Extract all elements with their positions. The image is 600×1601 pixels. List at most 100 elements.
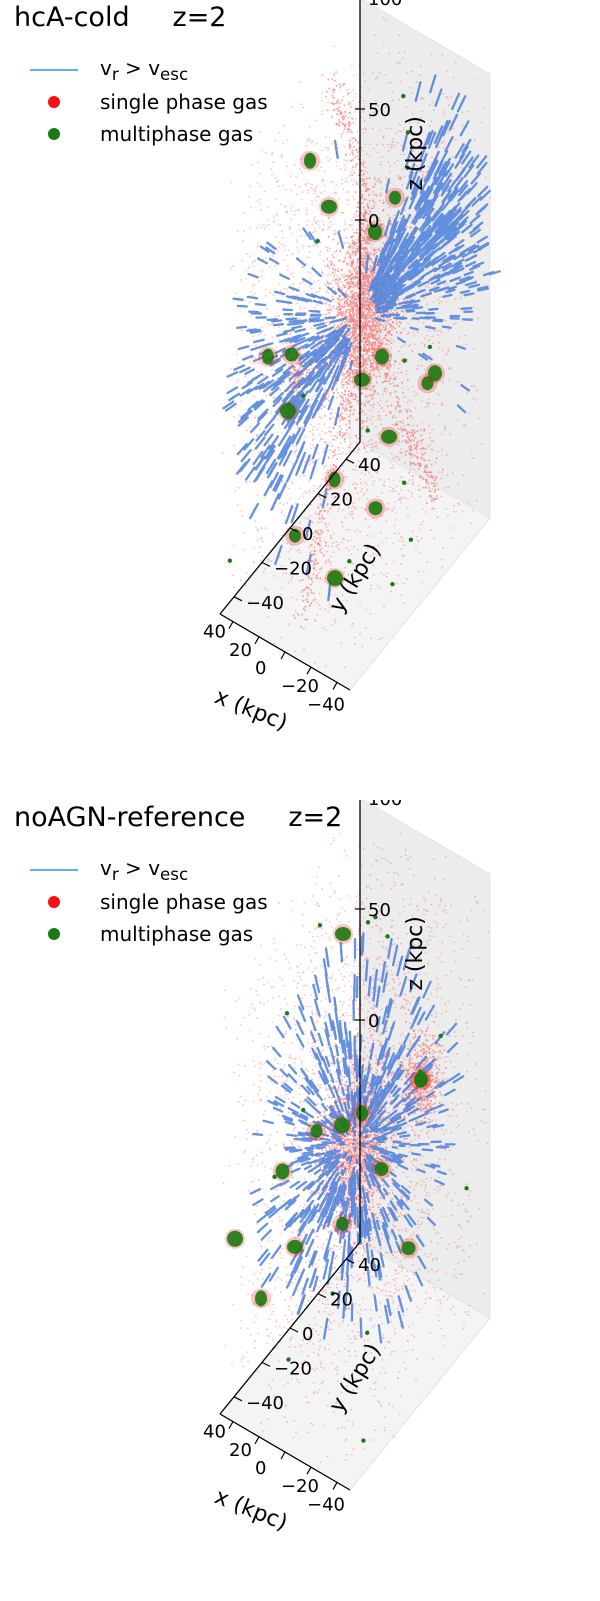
y-tick [289,527,299,533]
y-tick [289,1327,299,1333]
multiphase-point [272,1174,277,1179]
multiphase-clump [398,1238,419,1259]
legend: vr > vesc single phase gas multiphase ga… [30,54,268,150]
multiphase-point [286,1357,291,1362]
multiphase-point [227,558,233,563]
z-axis-label: z (kpc) [403,116,428,191]
x-tick [254,1436,260,1445]
multiphase-clump [258,346,278,367]
legend-outflow-label: vr > vesc [100,56,189,84]
x-tick-label: 40 [203,622,226,643]
z-tick-label: 50 [368,900,391,921]
multiphase-clump [225,1228,245,1249]
x-tick-label: −20 [281,676,319,697]
multiphase-point [402,480,407,486]
outflow-arrows-paths [222,74,501,602]
multiphase-clump [352,1103,372,1124]
panel-model: noAGN-reference [14,802,246,833]
x-tick [280,1451,286,1460]
y-tick-label: 0 [302,1324,313,1345]
y-tick [261,561,271,567]
outflow-arrows [222,74,501,602]
x-tick-label: 40 [203,1422,226,1443]
legend-multi-dot [48,128,60,140]
multiphase-point [284,1011,290,1016]
multiphase-clumps [227,93,445,589]
x-tick [228,1421,234,1429]
multiphase-clump [385,187,405,208]
x-tick-label: 0 [255,658,266,679]
y-tick [317,1293,327,1299]
x-tick [306,1466,312,1475]
y-tick [233,1396,243,1402]
panel-title: noAGN-reference z=2 [14,802,342,833]
y-tick [345,458,355,464]
multiphase-point [286,402,291,407]
multiphase-point [301,393,306,399]
multiphase-clump [352,369,372,390]
multiphase-point [364,1330,370,1335]
multiphase-clump [425,363,445,384]
x-tick-label: 20 [229,640,252,661]
z-tick-label: 100 [368,0,402,10]
x-tick-label: 20 [229,1440,252,1461]
multiphase-point [405,165,410,171]
multiphase-clump [285,525,305,546]
x-axis-label: x (kpc) [211,684,291,736]
multiphase-point [347,558,352,564]
multiphase-point [464,1186,469,1191]
z-tick-label: 0 [368,1011,379,1032]
legend-outflow-line [30,69,78,71]
multiphase-clump [281,344,302,365]
multiphase-clump [332,1213,353,1234]
y-tick-label: −40 [246,1393,284,1414]
legend-entry-outflow: vr > vesc [30,854,268,886]
y-tick-label: 20 [330,490,353,511]
multiphase-point [385,934,390,939]
multiphase-point [402,358,407,363]
multiphase-clump [285,1236,305,1257]
legend-single-label: single phase gas [100,890,268,914]
x-tick [332,1482,338,1490]
panel-redshift: z=2 [288,802,343,833]
y-tick [261,1361,271,1367]
legend-multi-label: multiphase gas [100,922,254,946]
multiphase-clump [333,924,353,944]
legend-entry-single: single phase gas [30,86,268,118]
multiphase-clump [306,1121,327,1141]
multiphase-clump [411,1069,431,1090]
panel-model: hcA-cold [14,2,130,33]
multiphase-point [418,1069,423,1074]
multiphase-point [301,1107,306,1113]
multiphase-point [408,537,414,542]
multiphase-point [405,130,411,135]
axes-panes [219,800,491,1492]
y-tick [317,493,327,499]
multiphase-point [361,1438,366,1443]
legend-outflow-line [30,869,78,871]
legend-entry-outflow: vr > vesc [30,54,268,86]
multiphase-clump [272,1161,293,1182]
multiphase-point [365,428,371,433]
y-tick-label: 40 [358,455,381,476]
y-tick-label: −20 [274,558,312,579]
z-tick-label: 100 [368,800,402,810]
y-tick-label: 20 [330,1290,353,1311]
panel-title: hcA-cold z=2 [14,2,227,33]
x-tick [228,621,234,629]
y-tick-label: −20 [274,1358,312,1379]
multiphase-clump [372,346,392,367]
x-tick [332,682,338,690]
z-tick-label: 0 [368,211,379,232]
multiphase-clump [300,150,320,171]
multiphase-point [401,93,406,99]
legend-single-label: single phase gas [100,90,268,114]
outflow-arrows [249,932,465,1344]
legend-single-dot [48,96,60,108]
legend: vr > vesc single phase gas multiphase ga… [30,854,268,950]
x-tick-label: −40 [307,1494,345,1515]
z-tick-label: 50 [368,100,391,121]
